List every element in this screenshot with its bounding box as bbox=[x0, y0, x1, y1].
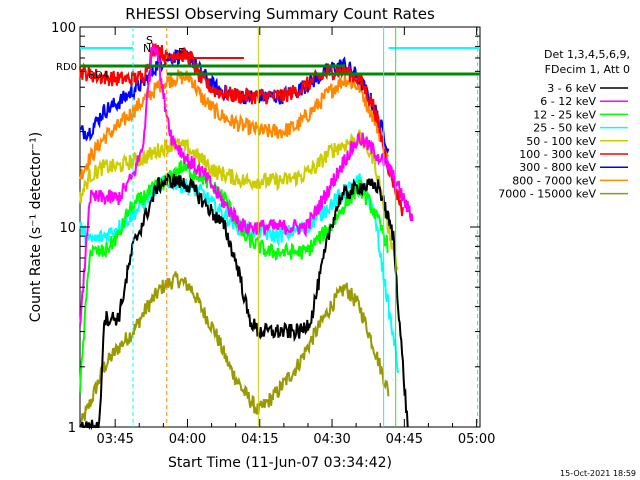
y-tick-label: 10 bbox=[59, 221, 76, 236]
series-line bbox=[79, 69, 389, 180]
x-tick-label: 04:30 bbox=[313, 432, 350, 447]
legend-entry-label: 100 - 300 keV bbox=[519, 148, 596, 161]
x-tick-label: 03:45 bbox=[96, 432, 133, 447]
x-tick-label: 04:15 bbox=[241, 432, 278, 447]
legend-header-line-2: FDecim 1, Att 0 bbox=[545, 63, 630, 76]
series-7000to15000keV bbox=[79, 271, 390, 428]
flags-layer: RD0 RD4 SN F bbox=[56, 27, 480, 427]
legend-entry-label: 12 - 25 keV bbox=[533, 108, 596, 121]
series-line bbox=[79, 173, 409, 431]
series-layer bbox=[79, 42, 414, 431]
x-tick-label: 04:45 bbox=[386, 432, 423, 447]
y-axis-label: Count Rate (s⁻¹ detector⁻¹) bbox=[28, 132, 44, 322]
series-12to25keV bbox=[79, 160, 389, 393]
legend-entry-label: 7000 - 15000 keV bbox=[498, 188, 596, 201]
legend-entry-label: 300 - 800 keV bbox=[519, 161, 596, 174]
series-800to7000keV bbox=[79, 69, 389, 180]
series-line bbox=[79, 160, 389, 393]
x-axis: 03:45 04:00 04:15 04:30 04:45 05:00 bbox=[90, 27, 495, 447]
annotation-f: F bbox=[178, 46, 184, 59]
legend-entry-label: 50 - 100 keV bbox=[526, 135, 596, 148]
flag-label-rd4: RD4 bbox=[88, 70, 109, 81]
series-100to300keV bbox=[79, 42, 404, 217]
legend-entry-label: 800 - 7000 keV bbox=[512, 174, 596, 187]
series-line bbox=[79, 129, 399, 273]
x-axis-label: Start Time (11-Jun-07 03:34:42) bbox=[168, 455, 392, 471]
timestamp: 15-Oct-2021 18:59 bbox=[560, 469, 636, 478]
legend: Det 1,3,4,5,6,9, FDecim 1, Att 0 3 - 6 k… bbox=[498, 48, 630, 201]
plot-area: RD0 RD4 SN F bbox=[56, 26, 481, 431]
annotation-n: N bbox=[143, 42, 151, 55]
x-tick-label: 05:00 bbox=[458, 432, 495, 447]
series-line bbox=[79, 43, 414, 326]
series-50to100keV bbox=[79, 129, 399, 273]
series-line bbox=[79, 42, 404, 217]
legend-entry-label: 25 - 50 keV bbox=[533, 122, 596, 135]
series-6to12keV bbox=[79, 43, 414, 326]
series-line bbox=[79, 271, 390, 428]
y-tick-label: 100 bbox=[51, 21, 76, 36]
x-tick-label: 04:00 bbox=[169, 432, 206, 447]
legend-entry-label: 3 - 6 keV bbox=[547, 82, 596, 95]
y-axis: 1 10 100 bbox=[51, 21, 480, 436]
flag-label-rd0: RD0 bbox=[56, 62, 77, 73]
chart-title: RHESSI Observing Summary Count Rates bbox=[125, 5, 435, 23]
annotation-s: S bbox=[146, 34, 153, 47]
series-3to6keV bbox=[79, 173, 409, 431]
y-tick-label: 1 bbox=[68, 421, 76, 436]
legend-header-line-1: Det 1,3,4,5,6,9, bbox=[544, 48, 630, 61]
legend-entry-label: 6 - 12 keV bbox=[540, 95, 596, 108]
series-25to50keV bbox=[79, 173, 400, 374]
series-line bbox=[79, 173, 400, 374]
